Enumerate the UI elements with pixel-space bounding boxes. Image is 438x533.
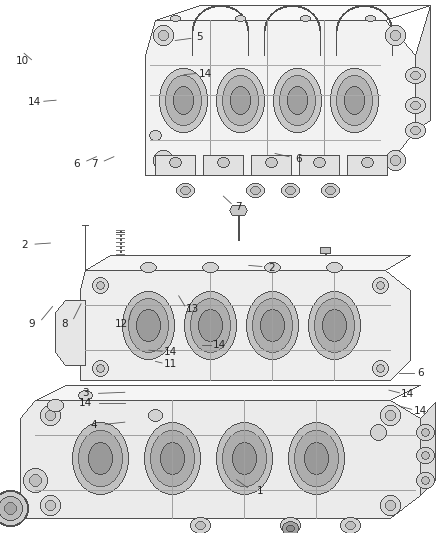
Text: 14: 14 [212, 341, 226, 350]
Text: 7: 7 [235, 202, 242, 212]
Text: 4: 4 [91, 421, 98, 430]
Text: 6: 6 [295, 154, 302, 164]
Text: 14: 14 [164, 347, 177, 357]
Text: 8: 8 [61, 319, 68, 328]
Text: 2: 2 [21, 240, 28, 250]
Text: 12: 12 [115, 319, 128, 328]
Text: 14: 14 [198, 69, 212, 78]
Text: 7: 7 [91, 159, 98, 169]
Text: 6: 6 [73, 159, 80, 169]
Text: 6: 6 [417, 368, 424, 378]
Text: 1: 1 [257, 487, 264, 496]
Text: 14: 14 [28, 98, 41, 107]
Text: 11: 11 [164, 359, 177, 369]
Text: 5: 5 [196, 33, 203, 42]
Text: 9: 9 [28, 319, 35, 328]
Text: 14: 14 [414, 407, 427, 416]
Text: 14: 14 [401, 390, 414, 399]
Text: 3: 3 [82, 389, 89, 398]
Text: 10: 10 [15, 56, 28, 66]
Text: 14: 14 [79, 399, 92, 408]
Text: 2: 2 [268, 263, 275, 272]
Text: 13: 13 [186, 304, 199, 314]
